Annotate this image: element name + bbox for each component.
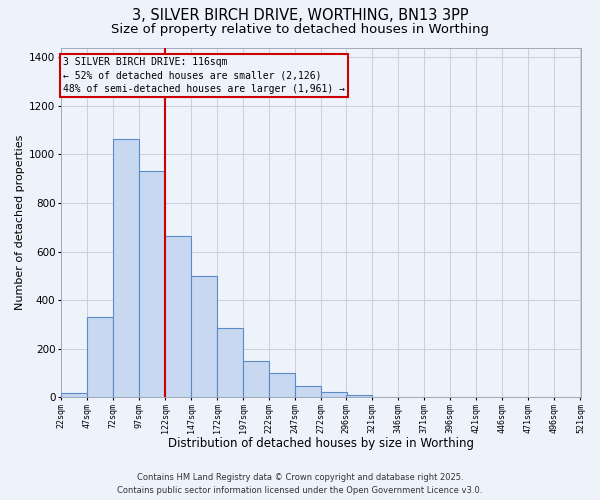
Bar xyxy=(295,386,321,398)
Text: 3 SILVER BIRCH DRIVE: 116sqm
← 52% of detached houses are smaller (2,126)
48% of: 3 SILVER BIRCH DRIVE: 116sqm ← 52% of de… xyxy=(63,57,345,94)
Y-axis label: Number of detached properties: Number of detached properties xyxy=(15,134,25,310)
Bar xyxy=(165,236,191,398)
Text: Contains HM Land Registry data © Crown copyright and database right 2025.
Contai: Contains HM Land Registry data © Crown c… xyxy=(118,474,482,495)
Bar xyxy=(113,138,139,398)
Bar xyxy=(139,172,165,398)
Bar xyxy=(372,396,398,398)
Bar xyxy=(87,317,113,398)
Bar xyxy=(346,395,372,398)
Text: 3, SILVER BIRCH DRIVE, WORTHING, BN13 3PP: 3, SILVER BIRCH DRIVE, WORTHING, BN13 3P… xyxy=(131,8,469,22)
Bar xyxy=(321,392,347,398)
Bar xyxy=(269,374,295,398)
Bar xyxy=(61,393,87,398)
Bar xyxy=(191,276,217,398)
X-axis label: Distribution of detached houses by size in Worthing: Distribution of detached houses by size … xyxy=(168,437,474,450)
Bar xyxy=(243,362,269,398)
Text: Size of property relative to detached houses in Worthing: Size of property relative to detached ho… xyxy=(111,22,489,36)
Bar xyxy=(217,328,243,398)
